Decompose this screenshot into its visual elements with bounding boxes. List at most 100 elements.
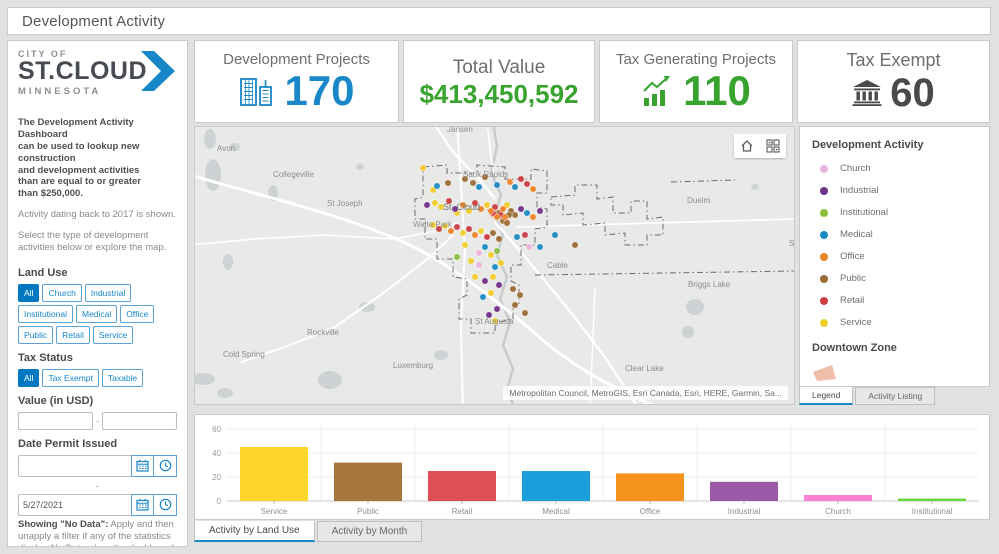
- map-dot-medical[interactable]: [475, 183, 483, 191]
- map-dot-service[interactable]: [461, 241, 469, 249]
- tax-status-filter-taxable[interactable]: Taxable: [101, 368, 144, 387]
- map-dot-service[interactable]: [483, 201, 491, 209]
- map-canvas[interactable]: Jansen Avon Collegeville St Joseph Sauk Rapi…: [195, 127, 794, 404]
- map-dot-service[interactable]: [437, 203, 445, 211]
- map-dot-office[interactable]: [477, 205, 485, 213]
- map-dot-medical[interactable]: [433, 182, 441, 190]
- map-dot-service[interactable]: [487, 289, 495, 297]
- bar-service[interactable]: [240, 447, 308, 501]
- map-dot-industrial[interactable]: [481, 277, 489, 285]
- map-dot-public[interactable]: [461, 175, 469, 183]
- map-dot-office[interactable]: [447, 227, 455, 235]
- map-dot-office[interactable]: [529, 185, 537, 193]
- map-dot-service[interactable]: [487, 251, 495, 259]
- map-dot-public[interactable]: [511, 301, 519, 309]
- map-dot-medical[interactable]: [536, 243, 544, 251]
- map-dot-office[interactable]: [529, 213, 537, 221]
- map-dot-industrial[interactable]: [517, 205, 525, 213]
- map-dot-public[interactable]: [503, 219, 511, 227]
- map-dot-service[interactable]: [489, 273, 497, 281]
- land-use-filter-office[interactable]: Office: [120, 304, 155, 323]
- map-dot-medical[interactable]: [523, 209, 531, 217]
- date-end-time-button[interactable]: [154, 493, 177, 516]
- value-max-input[interactable]: [102, 411, 177, 430]
- bar-retail[interactable]: [428, 471, 496, 501]
- map-dot-service[interactable]: [491, 317, 499, 325]
- map-dot-retail[interactable]: [523, 180, 531, 188]
- map-dot-medical[interactable]: [491, 263, 499, 271]
- map-dot-retail[interactable]: [521, 231, 529, 239]
- map-dot-medical[interactable]: [493, 181, 501, 189]
- map-dot-public[interactable]: [511, 211, 519, 219]
- map-dot-medical[interactable]: [551, 231, 559, 239]
- map-dot-service[interactable]: [497, 259, 505, 267]
- map-dot-office[interactable]: [487, 207, 495, 215]
- map-dot-service[interactable]: [441, 222, 449, 230]
- map-dot-office[interactable]: [493, 213, 501, 221]
- map-dot-office[interactable]: [471, 231, 479, 239]
- map-dot-retail[interactable]: [445, 197, 453, 205]
- land-use-filter-medical[interactable]: Medical: [76, 304, 118, 323]
- bar-public[interactable]: [334, 462, 402, 501]
- date-start-time-button[interactable]: [154, 454, 177, 477]
- basemap-grid-button[interactable]: [760, 134, 786, 158]
- map-dot-institutional[interactable]: [493, 247, 501, 255]
- map-dot-retail[interactable]: [465, 225, 473, 233]
- map-dot-service[interactable]: [471, 273, 479, 281]
- tab-legend[interactable]: Legend: [799, 387, 854, 405]
- map-dot-public[interactable]: [489, 229, 497, 237]
- land-use-filter-institutional[interactable]: Institutional: [18, 304, 73, 323]
- map-dot-public[interactable]: [521, 309, 529, 317]
- land-use-filter-service[interactable]: Service: [92, 325, 134, 344]
- map-dot-public[interactable]: [571, 241, 579, 249]
- bar-office[interactable]: [616, 473, 684, 501]
- home-button[interactable]: [734, 134, 760, 158]
- map-dot-public[interactable]: [444, 179, 452, 187]
- tax-status-filter-all[interactable]: All: [18, 368, 40, 387]
- tab-activity-listing[interactable]: Activity Listing: [855, 387, 936, 405]
- map-dot-retail[interactable]: [483, 233, 491, 241]
- map-dot-public[interactable]: [516, 291, 524, 299]
- date-end-calendar-button[interactable]: [131, 493, 154, 516]
- map-dot-public[interactable]: [495, 235, 503, 243]
- map-dot-service[interactable]: [465, 207, 473, 215]
- map-dot-industrial[interactable]: [536, 207, 544, 215]
- map-dot-industrial[interactable]: [451, 205, 459, 213]
- tax-status-filter-tax-exempt[interactable]: Tax Exempt: [42, 368, 99, 387]
- bar-church[interactable]: [804, 495, 872, 501]
- value-min-input[interactable]: [18, 411, 93, 430]
- land-use-filter-church[interactable]: Church: [42, 283, 82, 302]
- map-dot-industrial[interactable]: [485, 311, 493, 319]
- map-dot-retail[interactable]: [517, 175, 525, 183]
- map-dot-church[interactable]: [525, 243, 533, 251]
- map-dot-service[interactable]: [431, 199, 439, 207]
- map-dot-industrial[interactable]: [493, 305, 501, 313]
- bar-industrial[interactable]: [710, 481, 778, 501]
- map-dot-medical[interactable]: [511, 183, 519, 191]
- map-dot-public[interactable]: [509, 285, 517, 293]
- map-dot-service[interactable]: [477, 227, 485, 235]
- map-dot-office[interactable]: [459, 201, 467, 209]
- land-use-filter-industrial[interactable]: Industrial: [84, 283, 132, 302]
- map-dot-office[interactable]: [501, 213, 509, 221]
- map-dot-public[interactable]: [481, 173, 489, 181]
- map-dot-church[interactable]: [475, 261, 483, 269]
- land-use-filter-all[interactable]: All: [18, 283, 40, 302]
- map-dot-office[interactable]: [499, 205, 507, 213]
- map-dot-service[interactable]: [459, 229, 467, 237]
- tab-activity-by-month[interactable]: Activity by Month: [316, 521, 423, 542]
- land-use-filter-public[interactable]: Public: [18, 325, 54, 344]
- map-dot-public[interactable]: [469, 179, 477, 187]
- land-use-filter-retail[interactable]: Retail: [56, 325, 90, 344]
- bar-medical[interactable]: [522, 471, 590, 501]
- map-dot-church[interactable]: [475, 249, 483, 257]
- map-dot-service[interactable]: [467, 257, 475, 265]
- bar-institutional[interactable]: [898, 498, 966, 501]
- map-dot-medical[interactable]: [481, 243, 489, 251]
- date-end-input[interactable]: [18, 493, 131, 516]
- map-dot-medical[interactable]: [479, 293, 487, 301]
- map-dot-service[interactable]: [429, 221, 437, 229]
- map-dot-medical[interactable]: [513, 233, 521, 241]
- map-dot-retail[interactable]: [453, 223, 461, 231]
- map-dot-office[interactable]: [506, 178, 514, 186]
